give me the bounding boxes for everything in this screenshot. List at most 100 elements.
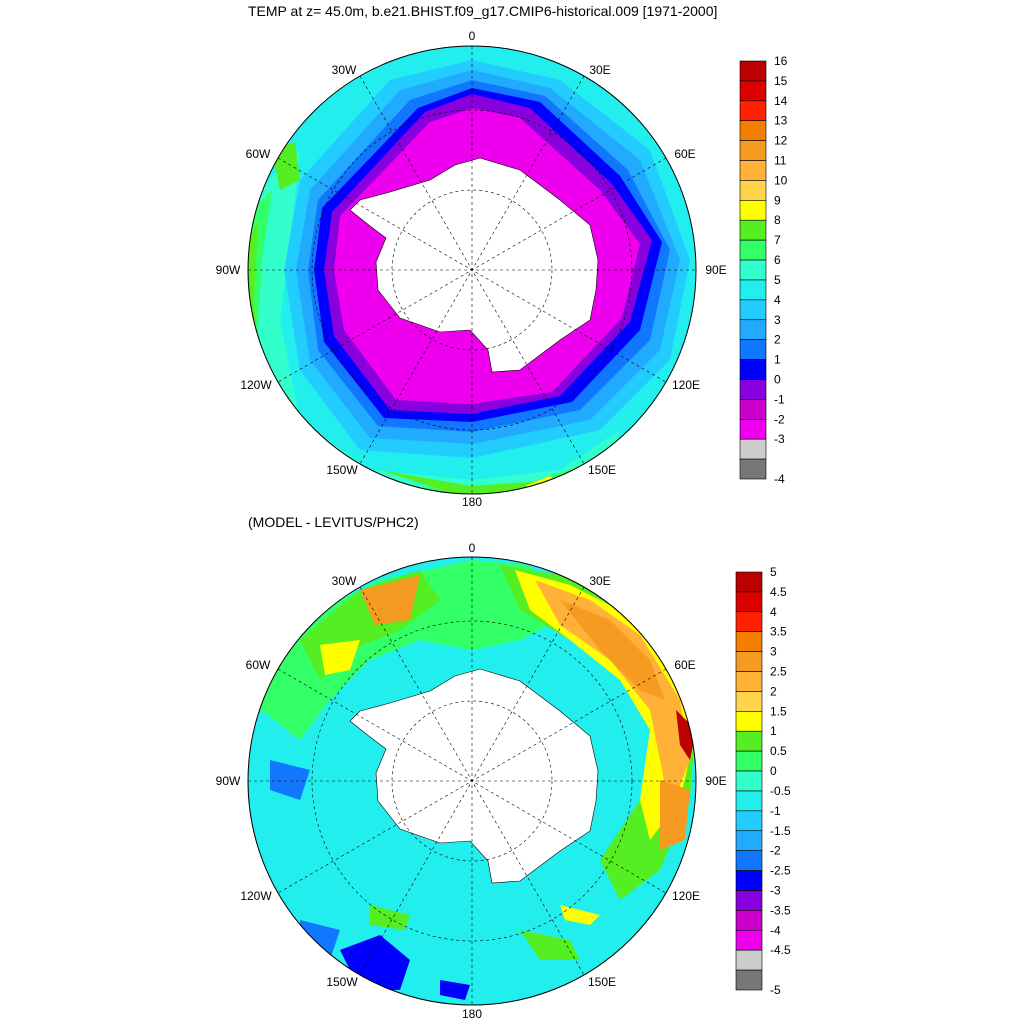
colorbar-label: 14 <box>774 94 788 108</box>
label-90w: 90W <box>216 263 241 277</box>
colorbar-swatch <box>735 631 763 652</box>
colorbar-swatch <box>739 438 767 460</box>
colorbar-label: 1 <box>774 353 781 367</box>
colorbar-swatch <box>739 279 767 301</box>
colorbar-swatch <box>735 810 763 832</box>
colorbar-label: -2.5 <box>770 864 791 878</box>
temperature-map <box>248 46 696 494</box>
colorbar-label: 2 <box>774 333 781 347</box>
colorbar-label: 9 <box>774 193 781 207</box>
label-30w: 30W <box>332 63 357 77</box>
colorbar-swatch <box>735 890 763 911</box>
bottom-map-labels: 0 30E 60E 90E 120E 150E 180 150W 120W 90… <box>216 541 727 1021</box>
colorbar-label: 0 <box>770 764 777 778</box>
label-180: 180 <box>462 1007 482 1021</box>
label-90e: 90E <box>705 263 726 277</box>
colorbar-swatch <box>739 140 767 161</box>
colorbar-label: 13 <box>774 114 788 128</box>
label-90e: 90E <box>705 774 726 788</box>
colorbar-swatch <box>735 691 763 712</box>
colorbar-swatch <box>735 730 763 752</box>
colorbar-swatch <box>735 611 763 633</box>
colorbar-swatch <box>735 671 763 692</box>
colorbar-swatch <box>735 929 763 951</box>
label-150w: 150W <box>326 975 358 989</box>
colorbar-label: 5 <box>774 273 781 287</box>
colorbar-swatch <box>739 339 767 360</box>
colorbar-swatch <box>739 379 767 400</box>
label-30e: 30E <box>589 63 610 77</box>
colorbar-swatch <box>739 458 767 480</box>
colorbar-label: 0 <box>774 372 781 386</box>
colorbar-label: -2 <box>774 412 785 426</box>
colorbar-swatch <box>739 418 767 440</box>
colorbar-label: 16 <box>774 54 788 68</box>
colorbar-label: 1 <box>770 724 777 738</box>
colorbar-swatch <box>739 200 767 221</box>
colorbar-swatch <box>739 299 767 321</box>
label-120w: 120W <box>240 889 272 903</box>
label-0: 0 <box>469 541 476 555</box>
colorbar-label: -2 <box>770 844 781 858</box>
colorbar-swatch <box>739 259 767 281</box>
colorbar-label: -1 <box>770 804 781 818</box>
colorbar-swatch <box>735 591 763 613</box>
top-map-border <box>247 45 697 495</box>
colorbar-label: -4 <box>774 472 785 486</box>
colorbar-swatch <box>739 359 767 380</box>
colorbar-label: 5 <box>770 565 777 579</box>
colorbar-swatch <box>739 80 767 102</box>
label-30e: 30E <box>589 574 610 588</box>
colorbar-label: 2 <box>770 684 777 698</box>
colorbar-label: -3.5 <box>770 903 791 917</box>
label-0: 0 <box>469 29 476 43</box>
colorbar-label: 6 <box>774 253 781 267</box>
colorbar-swatch <box>735 571 763 593</box>
colorbar-swatch <box>735 910 763 931</box>
label-120e: 120E <box>672 378 700 392</box>
top-map-labels: 0 30E 60E 90E 120E 150E 180 150W 120W 90… <box>216 29 727 509</box>
label-150e: 150E <box>588 463 616 477</box>
colorbar-label: 7 <box>774 233 781 247</box>
colorbar-swatch <box>739 219 767 241</box>
colorbar-swatch <box>739 160 767 181</box>
colorbar-swatch <box>735 949 763 971</box>
colorbar-swatch <box>735 770 763 792</box>
colorbar-swatch <box>739 180 767 201</box>
colorbar-label: 12 <box>774 134 788 148</box>
colorbar-label: -1 <box>774 392 785 406</box>
label-60e: 60E <box>674 147 695 161</box>
colorbar-swatch <box>739 120 767 141</box>
colorbar-swatch <box>735 969 763 991</box>
label-150w: 150W <box>326 463 358 477</box>
label-30w: 30W <box>332 574 357 588</box>
colorbar-label: 1.5 <box>770 704 787 718</box>
colorbar-label: -3 <box>770 883 781 897</box>
label-120w: 120W <box>240 378 272 392</box>
label-150e: 150E <box>588 975 616 989</box>
difference-map <box>248 557 696 1005</box>
colorbar-label: -3 <box>774 432 785 446</box>
label-90w: 90W <box>216 774 241 788</box>
colorbar-swatch <box>735 790 763 812</box>
colorbar-label: -4.5 <box>770 943 791 957</box>
colorbar-label: 3.5 <box>770 625 787 639</box>
colorbar-label: 0.5 <box>770 744 787 758</box>
colorbar-label: 4.5 <box>770 585 787 599</box>
colorbar-label: 4 <box>770 605 777 619</box>
main-title: TEMP at z= 45.0m, b.e21.BHIST.f09_g17.CM… <box>248 3 718 19</box>
difference-title: (MODEL - LEVITUS/PHC2) <box>248 514 419 530</box>
label-120e: 120E <box>672 889 700 903</box>
colorbar-label: 3 <box>770 645 777 659</box>
colorbar-swatch <box>739 399 767 420</box>
colorbar-label: 4 <box>774 293 781 307</box>
colorbar-swatch <box>739 319 767 340</box>
colorbar-label: -4 <box>770 923 781 937</box>
colorbar-swatch <box>735 711 763 732</box>
colorbar-label: -5 <box>770 983 781 997</box>
difference-colorbar: 5 4.5 4 3.5 3 2.5 2 1.5 1 0.5 0 -0.5 -1 -1.5 -2 -2.5 -3 -… <box>735 565 791 997</box>
colorbar-label: 10 <box>774 173 788 187</box>
colorbar-swatch <box>735 870 763 891</box>
